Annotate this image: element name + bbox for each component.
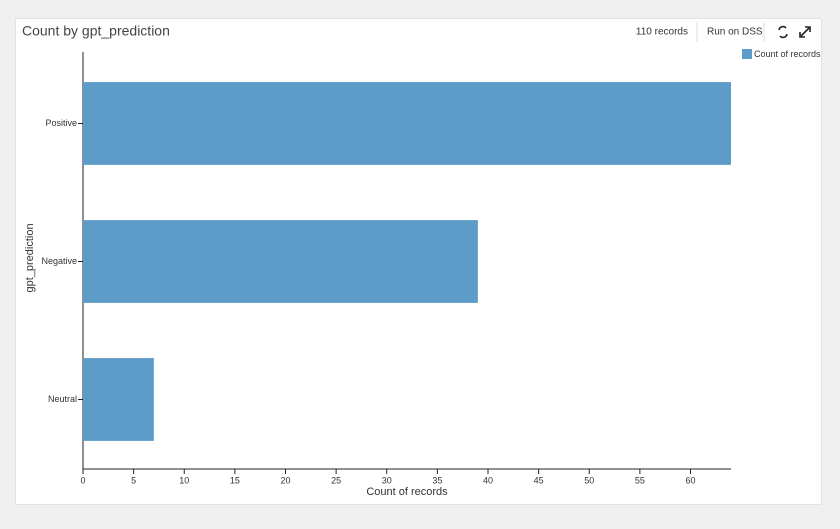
run-button[interactable]: Run on DSS: [707, 27, 763, 38]
x-tick-label: 55: [635, 475, 645, 485]
y-tick-label: Neutral: [48, 394, 77, 404]
legend-label: Count of records: [754, 49, 821, 59]
legend-swatch: [742, 49, 752, 59]
x-tick-label: 50: [584, 475, 594, 485]
chart-title: Count by gpt_prediction: [22, 23, 170, 39]
record-count: 110 records: [636, 27, 688, 38]
bar: [83, 220, 478, 303]
x-tick-label: 45: [534, 475, 544, 485]
bar: [83, 82, 731, 165]
x-tick-label: 35: [432, 475, 442, 485]
x-tick-label: 15: [230, 475, 240, 485]
x-tick-label: 20: [280, 475, 290, 485]
refresh-icon[interactable]: [778, 25, 788, 39]
bar: [83, 358, 154, 441]
expand-icon[interactable]: [799, 26, 811, 38]
y-axis-label: gpt_prediction: [24, 223, 36, 292]
x-tick-label: 60: [685, 475, 695, 485]
x-tick-label: 25: [331, 475, 341, 485]
x-tick-label: 10: [179, 475, 189, 485]
x-tick-label: 0: [80, 475, 85, 485]
x-tick-label: 30: [382, 475, 392, 485]
y-tick-label: Negative: [41, 256, 77, 266]
x-axis-label: Count of records: [366, 486, 448, 498]
y-tick-label: Positive: [45, 118, 77, 128]
x-tick-label: 5: [131, 475, 136, 485]
x-tick-label: 40: [483, 475, 493, 485]
